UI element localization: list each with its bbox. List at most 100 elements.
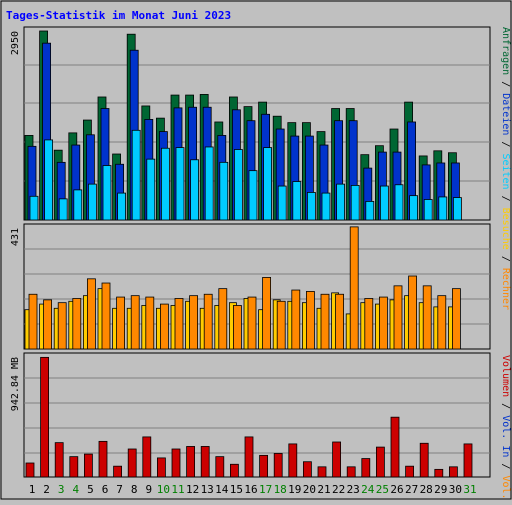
bar-rechner-day-19	[291, 289, 301, 350]
x-tick-label-day-4: 4	[72, 483, 79, 496]
bar-volumen-day-23	[346, 466, 356, 478]
bar-seiten-day-27	[409, 195, 419, 221]
bar-rechner-day-20	[305, 291, 315, 350]
x-tick-label-day-1: 1	[29, 483, 36, 496]
right-legend-hits-visits: Anfragen / Dateien / Seiten / Besuche / …	[500, 27, 511, 310]
bar-volumen-day-31	[463, 443, 473, 478]
bar-rechner-day-2	[43, 299, 52, 350]
x-tick-label-day-2: 2	[43, 483, 50, 496]
x-tick-label-day-17: 17	[259, 483, 272, 496]
right-legend-volume: Volumen / Vol. In / Vol. Out	[500, 355, 511, 500]
bar-volumen-day-26	[390, 416, 400, 478]
y-max-label: 942.84 MB	[10, 357, 21, 411]
x-tick-label-day-11: 11	[171, 483, 184, 496]
bar-rechner-day-9	[145, 296, 155, 350]
bar-volumen-day-21	[317, 466, 327, 478]
bar-volumen-day-17	[259, 454, 269, 478]
x-tick-label-day-23: 23	[347, 483, 360, 496]
bar-seiten-day-24	[365, 201, 375, 221]
bar-rechner-day-15	[232, 305, 242, 350]
y-max-label: 2950	[10, 31, 21, 55]
bar-rechner-day-22	[335, 293, 345, 350]
bar-volumen-day-3	[54, 442, 64, 478]
bar-volumen-day-28	[419, 442, 429, 478]
x-tick-label-day-22: 22	[332, 483, 345, 496]
bar-seiten-day-29	[438, 196, 448, 221]
x-tick-label-day-28: 28	[420, 483, 433, 496]
bar-volumen-day-16	[244, 436, 254, 478]
bar-seiten-day-6	[102, 165, 112, 221]
bar-seiten-day-12	[190, 159, 200, 221]
x-tick-label-day-5: 5	[87, 483, 94, 496]
bar-volumen-day-30	[448, 466, 458, 478]
bar-volumen-day-14	[215, 456, 225, 478]
x-tick-label-day-25: 25	[376, 483, 389, 496]
x-tick-label-day-14: 14	[215, 483, 229, 496]
bar-rechner-day-18	[276, 300, 286, 350]
x-tick-label-day-18: 18	[274, 483, 287, 496]
bar-seiten-day-23	[350, 185, 360, 221]
bar-volumen-day-12	[186, 446, 196, 478]
x-tick-label-day-26: 26	[390, 483, 403, 496]
bar-rechner-day-3	[57, 302, 67, 350]
bar-seiten-day-14	[219, 161, 229, 221]
x-tick-label-day-3: 3	[58, 483, 65, 496]
bar-seiten-day-13	[204, 146, 214, 221]
panel-visits: 431	[10, 223, 491, 350]
x-tick-label-day-9: 9	[145, 483, 152, 496]
bar-volumen-day-6	[98, 440, 108, 478]
bar-rechner-day-6	[101, 282, 111, 350]
bar-volumen-day-27	[405, 465, 415, 478]
bar-seiten-day-22	[336, 183, 346, 221]
bar-volumen-day-2	[40, 356, 49, 478]
bar-volumen-day-24	[361, 458, 371, 478]
x-tick-label-day-15: 15	[230, 483, 243, 496]
bar-seiten-day-7	[117, 192, 126, 221]
bar-volumen-day-9	[142, 436, 152, 478]
bar-seiten-day-30	[452, 197, 462, 221]
bar-volumen-day-8	[127, 448, 137, 478]
bar-rechner-day-23	[349, 226, 359, 350]
x-tick-label-day-19: 19	[288, 483, 301, 496]
bar-seiten-day-25	[379, 185, 389, 221]
bar-volumen-day-5	[84, 453, 93, 478]
bar-rechner-day-17	[262, 277, 272, 350]
x-tick-label-day-8: 8	[131, 483, 138, 496]
bar-rechner-day-11	[174, 298, 184, 350]
bar-volumen-day-11	[171, 448, 181, 478]
x-tick-label-day-24: 24	[361, 483, 375, 496]
bar-seiten-day-2	[44, 139, 53, 221]
x-tick-label-day-27: 27	[405, 483, 418, 496]
panel-hits: 2950	[10, 26, 491, 221]
x-tick-label-day-7: 7	[116, 483, 123, 496]
bar-rechner-day-24	[364, 298, 374, 350]
bar-rechner-day-5	[87, 278, 96, 350]
bar-rechner-day-27	[408, 275, 418, 350]
chart-title: Tages-Statistik im Monat Juni 2023	[6, 9, 231, 22]
bar-volumen-day-10	[156, 457, 166, 478]
bar-rechner-day-14	[218, 288, 228, 350]
bar-rechner-day-4	[72, 298, 82, 350]
y-max-label: 431	[10, 228, 21, 246]
bar-rechner-day-16	[247, 296, 257, 350]
x-tick-label-day-12: 12	[186, 483, 199, 496]
bar-rechner-day-25	[378, 296, 388, 350]
bar-rechner-day-10	[159, 303, 169, 350]
x-tick-label-day-13: 13	[201, 483, 214, 496]
bar-seiten-day-9	[146, 158, 156, 221]
bar-seiten-day-28	[423, 199, 433, 221]
bar-rechner-day-21	[320, 293, 330, 350]
x-tick-label-day-20: 20	[303, 483, 316, 496]
bar-volumen-day-20	[302, 461, 312, 478]
x-tick-label-day-6: 6	[102, 483, 109, 496]
bar-seiten-day-10	[160, 147, 170, 221]
bar-seiten-day-1	[29, 195, 39, 221]
bar-seiten-day-19	[292, 181, 302, 221]
bar-seiten-day-17	[263, 147, 273, 221]
bar-seiten-day-26	[394, 184, 404, 221]
x-tick-label-day-29: 29	[434, 483, 447, 496]
bar-volumen-day-19	[288, 443, 298, 478]
bar-seiten-day-15	[233, 149, 243, 221]
x-tick-label-day-31: 31	[463, 483, 476, 496]
